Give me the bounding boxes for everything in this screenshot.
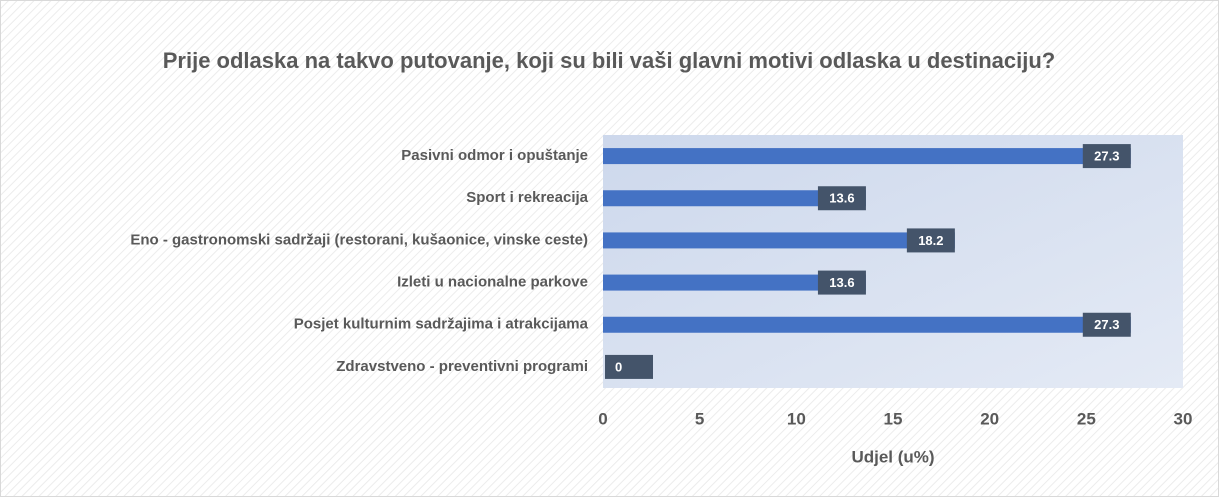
data-label: 13.6 bbox=[829, 191, 854, 206]
data-label-box bbox=[1082, 312, 1131, 337]
x-tick-label: 15 bbox=[884, 409, 903, 428]
y-tick-label: Pasivni odmor i opuštanje bbox=[401, 147, 588, 164]
y-tick-label: Sport i rekreacija bbox=[466, 189, 588, 206]
chart-title: Prije odlaska na takvo putovanje, koji s… bbox=[162, 48, 1056, 73]
data-label-box bbox=[906, 228, 955, 253]
bar bbox=[603, 148, 1131, 165]
x-tick-label: 10 bbox=[787, 409, 806, 428]
y-tick-label: Izleti u nacionalne parkove bbox=[397, 274, 588, 291]
data-label: 13.6 bbox=[829, 275, 854, 290]
data-label-box bbox=[817, 270, 866, 295]
data-label: 27.3 bbox=[1094, 149, 1119, 164]
y-tick-label: Eno - gastronomski sadržaji (restorani, … bbox=[130, 231, 588, 248]
data-label-box bbox=[605, 354, 653, 379]
x-tick-label: 20 bbox=[980, 409, 999, 428]
data-label: 0 bbox=[615, 359, 622, 374]
x-axis-label: Udjel (u%) bbox=[851, 447, 934, 466]
x-tick-label: 30 bbox=[1174, 409, 1193, 428]
bar bbox=[603, 274, 866, 291]
data-label-box bbox=[1082, 144, 1131, 169]
y-tick-label: Zdravstveno - preventivni programi bbox=[336, 358, 588, 375]
y-tick-label: Posjet kulturnim sadržajima i atrakcijam… bbox=[294, 316, 589, 333]
bar bbox=[603, 232, 955, 249]
bar bbox=[603, 316, 1131, 333]
x-tick-label: 5 bbox=[695, 409, 704, 428]
bar bbox=[603, 190, 866, 207]
data-label-box bbox=[817, 186, 866, 211]
x-tick-label: 25 bbox=[1077, 409, 1096, 428]
plot-area bbox=[603, 135, 1183, 388]
x-tick-label: 0 bbox=[598, 409, 607, 428]
data-label: 18.2 bbox=[918, 233, 943, 248]
data-label: 27.3 bbox=[1094, 317, 1119, 332]
